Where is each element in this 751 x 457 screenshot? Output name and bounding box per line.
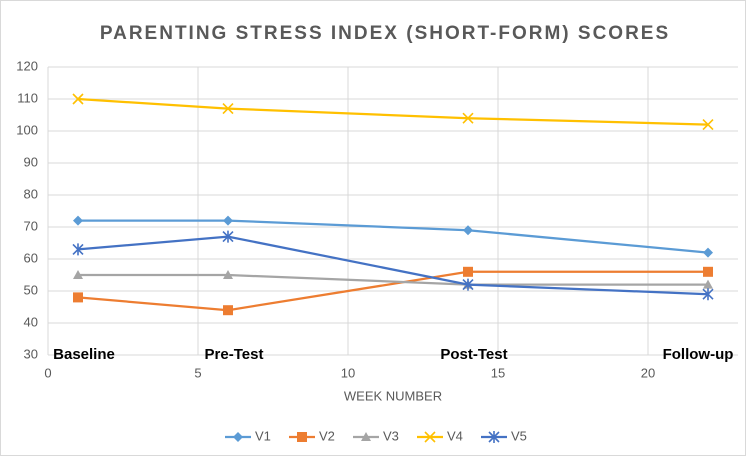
- marker: [233, 432, 243, 442]
- y-tick-label: 30: [24, 346, 38, 361]
- annotation: Follow-up: [663, 346, 734, 363]
- marker: [223, 270, 233, 279]
- annotation: Post-Test: [440, 346, 507, 363]
- marker: [72, 243, 84, 256]
- x-tick-label: 0: [44, 365, 51, 380]
- legend-item: V5: [481, 428, 527, 443]
- x-tick-label: 15: [491, 365, 505, 380]
- marker: [73, 270, 83, 279]
- marker: [488, 431, 500, 443]
- y-tick-label: 120: [16, 58, 38, 73]
- marker: [222, 230, 234, 243]
- series-line: [77, 97, 709, 126]
- marker: [73, 215, 83, 226]
- series-line: [78, 273, 708, 286]
- marker: [462, 278, 474, 291]
- marker: [703, 266, 713, 277]
- y-tick-label: 70: [24, 218, 38, 233]
- legend-item: V3: [353, 428, 399, 443]
- x-axis-label: WEEK NUMBER: [344, 388, 442, 403]
- series-line: [77, 270, 708, 312]
- marker: [223, 215, 233, 226]
- series-line: [77, 235, 709, 296]
- legend-label: V1: [255, 428, 271, 443]
- marker: [702, 288, 714, 301]
- marker: [73, 292, 83, 303]
- y-tick-label: 90: [24, 154, 38, 169]
- legend-item: V1: [225, 428, 271, 443]
- y-tick-label: 110: [17, 90, 38, 105]
- marker: [297, 432, 307, 442]
- x-tick-label: 20: [641, 365, 655, 380]
- y-tick-label: 80: [24, 186, 38, 201]
- annotation: Pre-Test: [205, 346, 264, 363]
- marker: [462, 112, 474, 124]
- marker: [424, 431, 436, 443]
- y-tick-label: 60: [24, 250, 38, 265]
- y-tick-label: 50: [24, 282, 38, 297]
- marker: [702, 119, 714, 131]
- y-tick-label: 100: [16, 122, 38, 137]
- marker: [222, 103, 234, 115]
- marker: [463, 225, 473, 236]
- y-tick-label: 40: [24, 314, 38, 329]
- marker: [72, 93, 84, 105]
- legend-item: V2: [289, 428, 335, 443]
- marker: [361, 432, 371, 441]
- marker: [463, 266, 473, 277]
- marker: [703, 279, 713, 289]
- legend-label: V5: [511, 428, 527, 443]
- chart-title: PARENTING STRESS INDEX (SHORT-FORM) SCOR…: [100, 23, 670, 44]
- x-tick-label: 10: [341, 365, 355, 380]
- marker: [703, 247, 713, 258]
- marker: [223, 305, 233, 316]
- legend-item: V4: [417, 428, 463, 443]
- legend-label: V2: [319, 428, 335, 443]
- x-tick-label: 5: [194, 365, 201, 380]
- series-line: [78, 219, 709, 254]
- annotation: Baseline: [53, 346, 115, 363]
- legend-label: V4: [447, 428, 463, 443]
- legend-label: V3: [383, 428, 399, 443]
